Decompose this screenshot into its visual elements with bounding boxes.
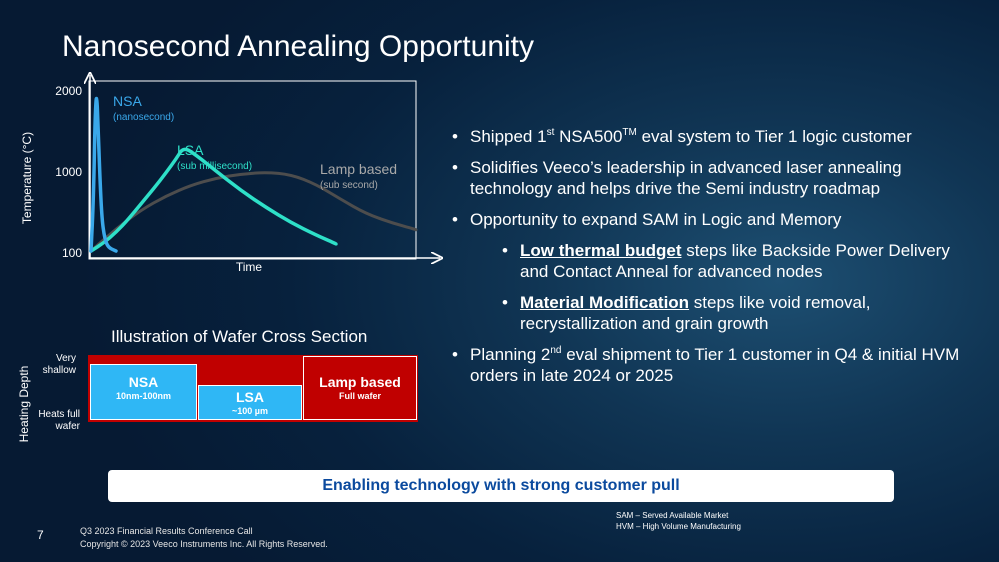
y-tick-1000: 1000 bbox=[55, 165, 82, 179]
nsa-sublabel: (nanosecond) bbox=[113, 112, 174, 123]
bullet-item: Solidifies Veeco’s leadership in advance… bbox=[452, 157, 982, 199]
slide-title: Nanosecond Annealing Opportunity bbox=[62, 30, 535, 63]
plot-frame bbox=[88, 80, 417, 260]
nsa-region-label: NSA bbox=[128, 374, 159, 390]
lsa-sublabel: (sub millisecond) bbox=[177, 161, 252, 172]
series-line-lsa bbox=[89, 147, 338, 253]
series-line-lamp-based bbox=[89, 171, 418, 253]
footer: Q3 2023 Financial Results Conference Cal… bbox=[80, 526, 328, 549]
y-tick-100: 100 bbox=[62, 246, 82, 260]
bullet-list: Shipped 1st NSA500TM eval system to Tier… bbox=[452, 126, 982, 396]
sub-bullet-item: Low thermal budget steps like Backside P… bbox=[452, 240, 982, 282]
lamp-depth-label: Full wafer bbox=[338, 391, 381, 401]
series-line-nsa bbox=[89, 96, 118, 253]
tagline-banner: Enabling technology with strong customer… bbox=[108, 470, 894, 502]
lsa-region-label: LSA bbox=[236, 389, 264, 405]
y-tick-2000: 2000 bbox=[55, 84, 82, 98]
very-shallow-label: Very shallow bbox=[42, 353, 76, 376]
lamp-region-label: Lamp based bbox=[319, 374, 401, 390]
page-number: 7 bbox=[37, 528, 44, 542]
nsa-region: NSA 10nm-100nm bbox=[90, 364, 197, 420]
bullet-item: Opportunity to expand SAM in Logic and M… bbox=[452, 209, 982, 230]
sub-bullet-item: Material Modification steps like void re… bbox=[452, 292, 982, 334]
lsa-region: LSA ~100 µm bbox=[198, 385, 302, 420]
abbreviations-note: SAM – Served Available Market HVM – High… bbox=[616, 511, 741, 531]
lamp-label: Lamp based bbox=[320, 161, 397, 177]
cross-section-title: Illustration of Wafer Cross Section bbox=[111, 327, 368, 346]
x-axis-label: Time bbox=[236, 260, 263, 274]
lsa-depth-label: ~100 µm bbox=[232, 406, 268, 416]
lsa-label: LSA bbox=[177, 142, 204, 158]
lamp-region: Lamp based Full wafer bbox=[303, 356, 417, 420]
nsa-depth-label: 10nm-100nm bbox=[115, 391, 172, 401]
lamp-sublabel: (sub second) bbox=[320, 180, 378, 191]
nsa-label: NSA bbox=[113, 93, 142, 109]
y-axis-label: Temperature (°C) bbox=[20, 132, 34, 224]
bullet-item: Planning 2nd eval shipment to Tier 1 cus… bbox=[452, 344, 982, 386]
bullet-item: Shipped 1st NSA500TM eval system to Tier… bbox=[452, 126, 982, 147]
heats-full-wafer-label: Heats full wafer bbox=[38, 409, 80, 432]
